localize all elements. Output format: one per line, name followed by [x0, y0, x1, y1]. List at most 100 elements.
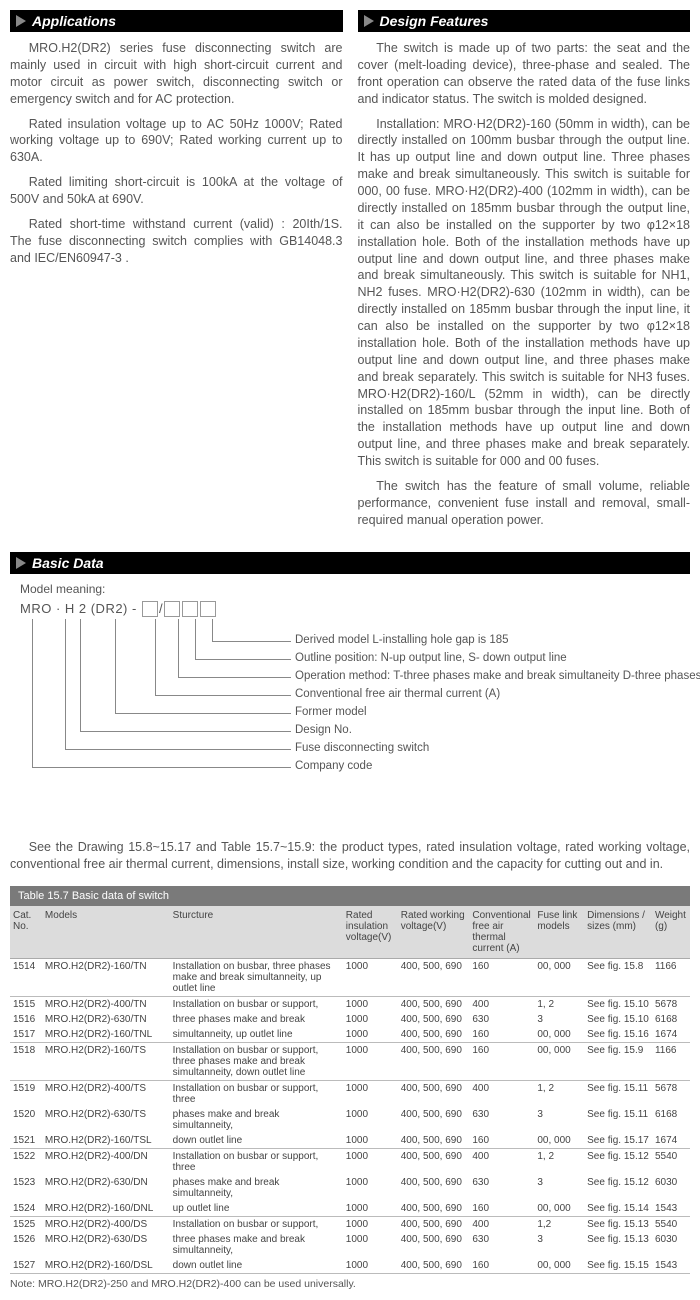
table-title: Table 15.7 Basic data of switch — [10, 886, 690, 906]
table-cell: 400 — [469, 1080, 534, 1107]
th-cat: Cat. No. — [10, 906, 42, 959]
table-cell: 1000 — [343, 1133, 398, 1149]
model-slash: / — [159, 601, 163, 616]
table-row: 1522MRO.H2(DR2)-400/DNInstallation on bu… — [10, 1148, 690, 1175]
table-cell: 630 — [469, 1175, 534, 1201]
table-cell: MRO.H2(DR2)-630/DS — [42, 1232, 170, 1258]
code-box — [200, 601, 216, 617]
model-diagram: MRO · H 2 (DR2) - / Derived model L-inst… — [20, 601, 680, 821]
table-cell: 630 — [469, 1232, 534, 1258]
design-column: Design Features The switch is made up of… — [358, 10, 691, 537]
table-cell: 1, 2 — [534, 996, 584, 1012]
arrow-icon — [364, 15, 374, 27]
table-row: 1525MRO.H2(DR2)-400/DSInstallation on bu… — [10, 1216, 690, 1232]
table-cell: 1000 — [343, 1012, 398, 1027]
design-body: The switch is made up of two parts: the … — [358, 40, 691, 529]
table-cell: 1000 — [343, 958, 398, 996]
table-cell: See fig. 15.13 — [584, 1232, 652, 1258]
bracket-label-1: Outline position: N-up output line, S- d… — [295, 652, 567, 664]
bracket-label-7: Company code — [295, 760, 372, 772]
table-cell: 160 — [469, 1258, 534, 1274]
table-cell: 1000 — [343, 1148, 398, 1175]
table-cell: 1000 — [343, 1042, 398, 1080]
table-cell: 1519 — [10, 1080, 42, 1107]
table-cell: 6030 — [652, 1232, 690, 1258]
table-cell: 400, 500, 690 — [398, 1175, 470, 1201]
basic-data-title: Basic Data — [32, 555, 104, 571]
table-cell: Installation on busbar, three phases mak… — [170, 958, 343, 996]
table-cell: 1166 — [652, 958, 690, 996]
table-cell: 160 — [469, 1133, 534, 1149]
table-cell: 1000 — [343, 1232, 398, 1258]
table-cell: 1, 2 — [534, 1080, 584, 1107]
top-two-columns: Applications MRO.H2(DR2) series fuse dis… — [10, 10, 690, 537]
bracket-label-3: Conventional free air thermal current (A… — [295, 688, 500, 700]
design-p3: The switch has the feature of small volu… — [358, 478, 691, 529]
bracket-label-4: Former model — [295, 706, 367, 718]
th-weight: Weight (g) — [652, 906, 690, 959]
table-cell: 00, 000 — [534, 1201, 584, 1217]
table-cell: MRO.H2(DR2)-160/TS — [42, 1042, 170, 1080]
table-cell: 1000 — [343, 1107, 398, 1133]
table-cell: 1543 — [652, 1258, 690, 1274]
table-cell: 1523 — [10, 1175, 42, 1201]
th-riv: Rated insulation voltage(V) — [343, 906, 398, 959]
table-cell: 400, 500, 690 — [398, 1027, 470, 1043]
table-cell: 400, 500, 690 — [398, 958, 470, 996]
table-cell: MRO.H2(DR2)-160/DNL — [42, 1201, 170, 1217]
design-header: Design Features — [358, 10, 691, 32]
table-cell: 1517 — [10, 1027, 42, 1043]
table-cell: down outlet line — [170, 1133, 343, 1149]
table-cell: 400, 500, 690 — [398, 996, 470, 1012]
basic-data-table: Cat. No. Models Sturcture Rated insulati… — [10, 906, 690, 1274]
bracket-line — [32, 619, 291, 768]
table-row: 1524MRO.H2(DR2)-160/DNLup outlet line100… — [10, 1201, 690, 1217]
table-row: 1519MRO.H2(DR2)-400/TSInstallation on bu… — [10, 1080, 690, 1107]
table-cell: 160 — [469, 1027, 534, 1043]
table-cell: 5678 — [652, 996, 690, 1012]
table-cell: MRO.H2(DR2)-400/TS — [42, 1080, 170, 1107]
table-cell: 1521 — [10, 1133, 42, 1149]
table-row: 1523MRO.H2(DR2)-630/DNphases make and br… — [10, 1175, 690, 1201]
table-cell: 6168 — [652, 1107, 690, 1133]
table-cell: See fig. 15.10 — [584, 1012, 652, 1027]
th-dim: Dimensions / sizes (mm) — [584, 906, 652, 959]
bracket-label-0: Derived model L-installing hole gap is 1… — [295, 634, 509, 646]
table-cell: 00, 000 — [534, 1042, 584, 1080]
applications-header: Applications — [10, 10, 343, 32]
table-cell: MRO.H2(DR2)-160/TSL — [42, 1133, 170, 1149]
table-cell: 400, 500, 690 — [398, 1080, 470, 1107]
table-cell: 1526 — [10, 1232, 42, 1258]
table-row: 1527MRO.H2(DR2)-160/DSLdown outlet line1… — [10, 1258, 690, 1274]
table-cell: 1000 — [343, 1201, 398, 1217]
table-row: 1521MRO.H2(DR2)-160/TSLdown outlet line1… — [10, 1133, 690, 1149]
table-cell: 1518 — [10, 1042, 42, 1080]
table-cell: 160 — [469, 958, 534, 996]
code-box — [142, 601, 158, 617]
table-cell: See fig. 15.17 — [584, 1133, 652, 1149]
table-cell: See fig. 15.13 — [584, 1216, 652, 1232]
table-cell: MRO.H2(DR2)-400/TN — [42, 996, 170, 1012]
table-cell: 3 — [534, 1175, 584, 1201]
model-meaning-block: Model meaning: MRO · H 2 (DR2) - / Deriv… — [10, 582, 690, 831]
table-cell: See fig. 15.11 — [584, 1107, 652, 1133]
table-cell: 160 — [469, 1042, 534, 1080]
table-cell: 1543 — [652, 1201, 690, 1217]
table-cell: 630 — [469, 1012, 534, 1027]
table-row: 1517MRO.H2(DR2)-160/TNLsimultanneity, up… — [10, 1027, 690, 1043]
design-p2: Installation: MRO·H2(DR2)-160 (50mm in w… — [358, 116, 691, 470]
table-cell: See fig. 15.12 — [584, 1175, 652, 1201]
table-cell: See fig. 15.14 — [584, 1201, 652, 1217]
table-cell: 400, 500, 690 — [398, 1148, 470, 1175]
table-cell: 1000 — [343, 996, 398, 1012]
table-cell: 1674 — [652, 1133, 690, 1149]
applications-body: MRO.H2(DR2) series fuse disconnecting sw… — [10, 40, 343, 267]
table-cell: 400, 500, 690 — [398, 1201, 470, 1217]
table-cell: See fig. 15.16 — [584, 1027, 652, 1043]
table-header-row: Cat. No. Models Sturcture Rated insulati… — [10, 906, 690, 959]
table-cell: Installation on busbar or support, three — [170, 1148, 343, 1175]
model-code: MRO · H 2 (DR2) - / — [20, 601, 217, 618]
table-cell: 400 — [469, 1216, 534, 1232]
table-cell: 6168 — [652, 1012, 690, 1027]
th-cfatc: Conventional free air thermal current (A… — [469, 906, 534, 959]
